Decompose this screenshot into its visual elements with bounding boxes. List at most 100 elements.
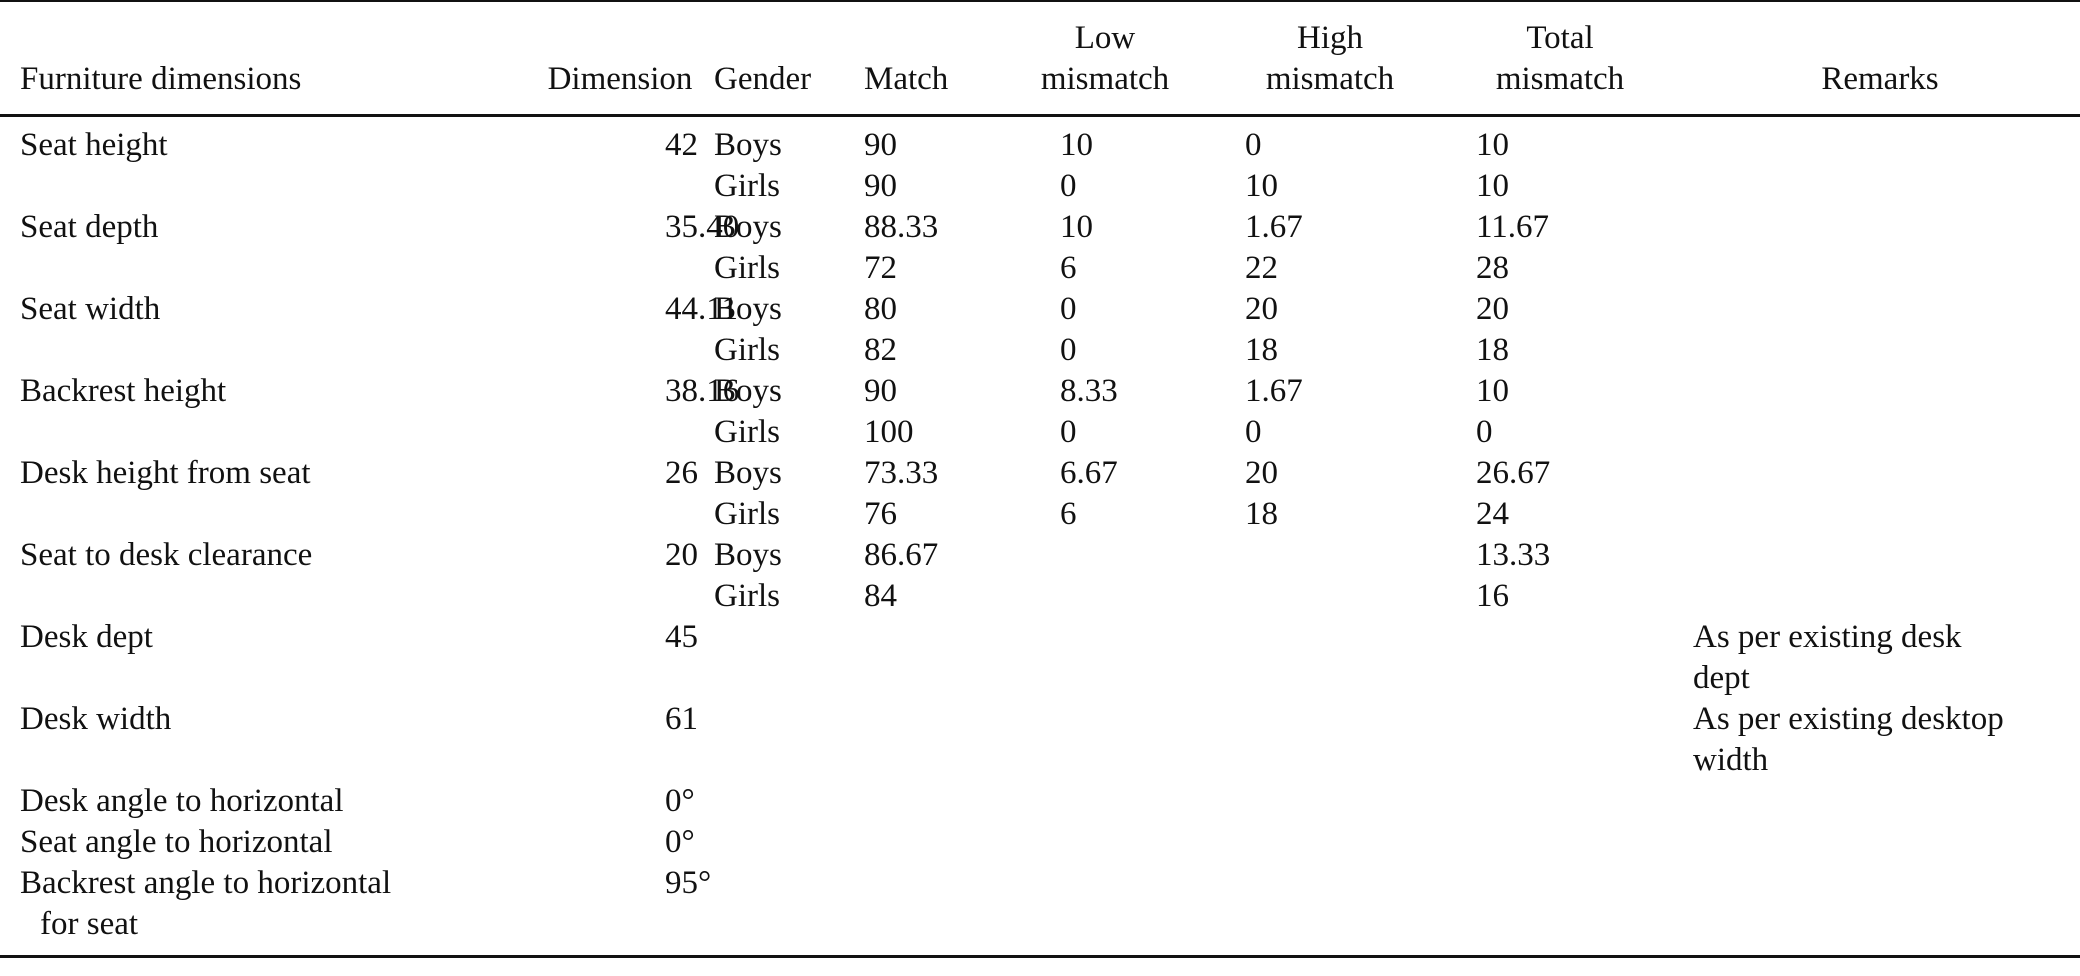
gender-cell: Boys (714, 209, 782, 245)
total-mismatch-cell: 20 (1476, 291, 1509, 327)
low-mismatch-cell: 0 (1060, 332, 1077, 368)
table-row: Desk angle to horizontal 0° (0, 781, 2080, 822)
furniture-dimension-name (0, 166, 500, 207)
low-mismatch-cell: 0 (1060, 291, 1077, 327)
furniture-dimension-name: Seat to desk clearance (20, 537, 313, 573)
table-row: Seat depth 35.40 Boys 88.33 10 1.67 11.67 (0, 207, 2080, 248)
furniture-dimension-name: Desk width (0, 699, 500, 781)
table-row: Desk height from seat 26 Boys 73.33 6.67 20 26… (0, 453, 2080, 494)
high-mismatch-cell (1220, 535, 1440, 576)
dimension-value-text: 26 (665, 455, 698, 491)
high-mismatch-cell: 18 (1245, 496, 1278, 532)
dimension-value-text: 0° (665, 824, 695, 860)
table-row: Backrest angle to horizontal for seat 95° (0, 863, 2080, 945)
gender-cell: Girls (714, 168, 780, 204)
furniture-dimension-name-continuation: for seat (40, 906, 139, 942)
empty-cell (700, 617, 840, 699)
table-row: Girls 82 0 18 18 (0, 330, 2080, 371)
remarks-cell (1680, 371, 2080, 412)
header-low-mismatch: Low mismatch (1040, 20, 1170, 97)
dimension-value: 38.16 (500, 371, 739, 412)
table-row: Backrest height 38.16 Boys 90 8.33 1.67 10 (0, 371, 2080, 412)
furniture-dimension-name: Seat depth (20, 209, 159, 245)
empty-cell (990, 781, 1220, 822)
dimension-value: 35.40 (500, 207, 739, 248)
header-match: Match (864, 61, 949, 97)
table-row: Girls 72 6 22 28 (0, 248, 2080, 289)
header-gender: Gender (714, 61, 812, 97)
total-mismatch-cell: 18 (1476, 332, 1509, 368)
dimension-value (500, 166, 700, 207)
table-row: Seat to desk clearance 20 Boys 86.67 13.33 (0, 535, 2080, 576)
match-cell: 86.67 (864, 537, 939, 573)
gender-cell: Boys (714, 373, 782, 409)
empty-cell (1440, 699, 1680, 781)
match-cell: 76 (864, 496, 897, 532)
total-mismatch-cell: 16 (1476, 578, 1509, 614)
furniture-dimension-name: Desk height from seat (20, 455, 311, 491)
high-mismatch-cell: 0 (1245, 414, 1262, 450)
high-mismatch-cell: 18 (1245, 332, 1278, 368)
empty-cell (700, 863, 840, 945)
table-row: Seat height 42 Boys 90 10 0 10 (0, 116, 2080, 167)
gender-cell: Boys (714, 537, 782, 573)
furniture-dimension-name (0, 576, 500, 617)
remarks-cell (1680, 781, 2080, 822)
gender-cell: Boys (714, 291, 782, 327)
dimension-value: 61 (500, 699, 700, 781)
furniture-mismatch-table-wrap: Furniture dimensions Dimension Gender Ma… (0, 1, 2080, 945)
furniture-dimension-name (0, 330, 500, 371)
header-high-mismatch: High mismatch (1265, 20, 1395, 97)
furniture-dimension-name-text: Desk angle to horizontal (20, 783, 344, 819)
match-cell: 90 (864, 168, 897, 204)
empty-cell (1220, 822, 1440, 863)
low-mismatch-cell (990, 535, 1220, 576)
empty-cell (990, 699, 1220, 781)
remarks-cell (1680, 576, 2080, 617)
dimension-value: 95° (500, 863, 711, 945)
empty-cell (1220, 617, 1440, 699)
remarks-cell: As per existing desktop width (1693, 701, 2004, 778)
gender-cell: Girls (714, 496, 780, 532)
header-furniture-dimensions: Furniture dimensions (20, 61, 302, 97)
dimension-value-text: 45 (665, 619, 698, 655)
dimension-value (500, 494, 700, 535)
high-mismatch-cell (1220, 576, 1440, 617)
high-mismatch-cell: 10 (1245, 168, 1278, 204)
dimension-value-text: 0° (665, 783, 695, 819)
total-mismatch-cell: 11.67 (1476, 209, 1550, 245)
remarks-cell (1680, 116, 2080, 167)
dimension-value: 20 (500, 535, 700, 576)
furniture-dimension-name: Seat angle to horizontal (0, 822, 500, 863)
remarks-cell (1680, 412, 2080, 453)
remarks-cell (1680, 535, 2080, 576)
remarks-cell (1680, 494, 2080, 535)
total-mismatch-cell: 10 (1476, 168, 1509, 204)
dimension-value-text: 20 (665, 537, 698, 573)
gender-cell: Boys (714, 455, 782, 491)
header-dimension: Dimension (547, 61, 693, 97)
gender-cell: Girls (714, 414, 780, 450)
table-row: Girls 76 6 18 24 (0, 494, 2080, 535)
high-mismatch-cell: 1.67 (1245, 209, 1303, 245)
empty-cell (840, 617, 990, 699)
low-mismatch-cell: 0 (1060, 168, 1077, 204)
low-mismatch-cell: 10 (1060, 209, 1093, 245)
table-row: Seat angle to horizontal 0° (0, 822, 2080, 863)
total-mismatch-cell: 28 (1476, 250, 1509, 286)
high-mismatch-cell: 22 (1245, 250, 1278, 286)
furniture-dimension-name: Backrest height (20, 373, 227, 409)
remarks-cell (1680, 289, 2080, 330)
table-row: Seat width 44.11 Boys 80 0 20 20 (0, 289, 2080, 330)
empty-cell (840, 699, 990, 781)
gender-cell: Girls (714, 332, 780, 368)
remarks-cell (1680, 166, 2080, 207)
furniture-dimension-name: Desk dept (0, 617, 500, 699)
empty-cell (1440, 863, 1680, 945)
dimension-value-text: 38.16 (665, 373, 740, 409)
empty-cell (840, 822, 990, 863)
empty-cell (700, 699, 840, 781)
empty-cell (990, 617, 1220, 699)
low-mismatch-cell: 6 (1060, 250, 1077, 286)
gender-cell: Boys (714, 127, 782, 163)
